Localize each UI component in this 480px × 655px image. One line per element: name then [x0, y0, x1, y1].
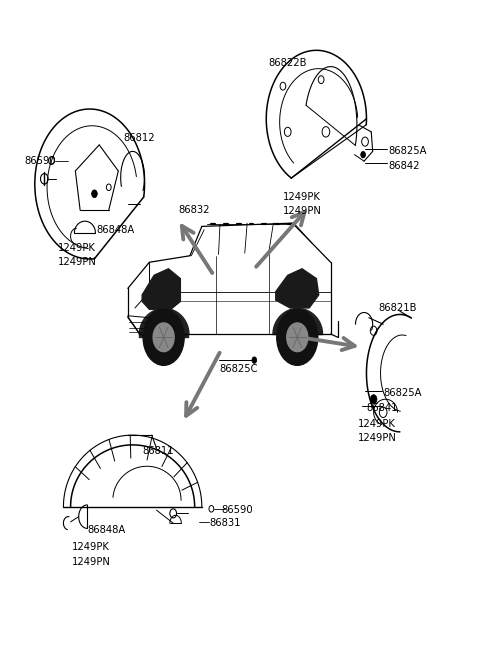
Text: 86590: 86590: [221, 505, 252, 515]
Text: 86825A: 86825A: [388, 147, 426, 157]
Text: 86812: 86812: [123, 134, 155, 143]
Text: 86842: 86842: [388, 160, 420, 171]
Text: 1249PK: 1249PK: [359, 419, 396, 429]
Text: 86831: 86831: [209, 518, 240, 528]
Text: 1249PK: 1249PK: [283, 192, 321, 202]
Circle shape: [361, 151, 365, 158]
Text: 1249PN: 1249PN: [58, 257, 96, 267]
Text: 86848A: 86848A: [87, 525, 126, 534]
Text: 1249PK: 1249PK: [58, 243, 96, 253]
Polygon shape: [276, 269, 319, 308]
Text: 86590: 86590: [24, 155, 56, 166]
Circle shape: [287, 323, 308, 352]
Text: 1249PN: 1249PN: [72, 557, 111, 567]
Circle shape: [252, 357, 257, 364]
Circle shape: [370, 395, 377, 404]
Text: 86841: 86841: [366, 403, 398, 413]
Circle shape: [153, 323, 174, 352]
Text: 86825A: 86825A: [383, 388, 421, 398]
Circle shape: [143, 309, 184, 365]
Circle shape: [277, 309, 318, 365]
Text: 1249PK: 1249PK: [72, 542, 110, 552]
Text: 1249PN: 1249PN: [283, 206, 322, 216]
Text: 86825C: 86825C: [219, 364, 257, 373]
Text: 1249PN: 1249PN: [359, 434, 397, 443]
Circle shape: [92, 190, 97, 198]
Text: 86848A: 86848A: [97, 225, 135, 234]
Text: 86832: 86832: [178, 205, 209, 215]
Text: 86821B: 86821B: [378, 303, 417, 313]
Text: 86822B: 86822B: [269, 58, 307, 68]
Text: 86811: 86811: [142, 447, 174, 457]
Polygon shape: [142, 269, 180, 309]
